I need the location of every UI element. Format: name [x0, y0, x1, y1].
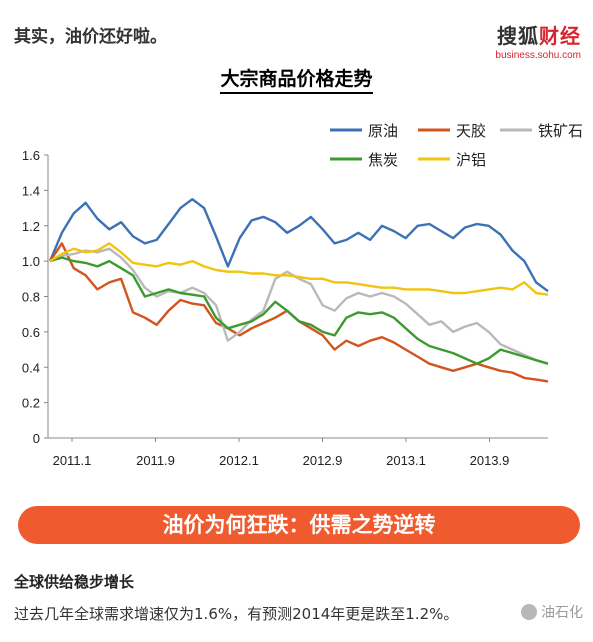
x-tick-label: 2012.1 — [219, 453, 259, 468]
wechat-icon — [521, 604, 537, 620]
legend-label: 焦炭 — [368, 151, 398, 169]
x-tick-label: 2011.9 — [136, 453, 175, 468]
legend-label: 天胶 — [456, 122, 486, 140]
x-tick-label: 2013.1 — [386, 453, 426, 468]
x-tick-label: 2012.9 — [303, 453, 343, 468]
y-tick-label: 0.6 — [22, 325, 40, 340]
paragraph-text: 过去几年全球需求增速仅为1.6%，有预测2014年更是跌至1.2%。 — [14, 605, 459, 623]
legend-label: 原油 — [368, 122, 398, 140]
series-line-1 — [48, 197, 549, 293]
y-tick-label: 0.8 — [22, 290, 40, 305]
legend-label: 铁矿石 — [538, 122, 583, 140]
x-tick-label: 2011.1 — [53, 453, 92, 468]
y-tick-label: 1.6 — [22, 148, 40, 163]
series-line-4 — [49, 256, 549, 365]
series-line-5 — [49, 242, 549, 296]
series-line-2 — [49, 242, 549, 383]
y-tick-label: 1.2 — [22, 219, 40, 234]
legend-label: 沪铝 — [456, 151, 486, 169]
y-tick-label: 0.2 — [22, 396, 40, 411]
chart-title: 大宗商品价格走势 — [220, 68, 373, 94]
section-banner: 油价为何狂跌：供需之势逆转 — [18, 506, 580, 544]
series-line-3 — [49, 247, 549, 365]
y-tick-label: 1.0 — [22, 254, 40, 269]
commodity-line-chart: 1.6 1.4 1.2 1.0 0.8 0.6 0.4 0.2 0 2011.1 2011.9 20… — [22, 122, 583, 468]
section-title: 全球供给稳步增长 — [14, 573, 135, 591]
watermark-text: 油石化 — [541, 605, 583, 621]
y-tick-label: 0 — [33, 431, 40, 446]
logo-url: business.sohu.com — [495, 50, 581, 61]
sohu-business-logo: 搜狐财经 business.sohu.com — [495, 24, 581, 61]
y-tick-label: 1.4 — [22, 183, 40, 198]
intro-text: 其实，油价还好啦。 — [14, 27, 167, 47]
y-tick-label: 0.4 — [22, 360, 40, 375]
chart-title-wrap: 大宗商品价格走势 — [0, 64, 593, 94]
watermark: 油石化 — [521, 602, 583, 622]
x-tick-label: 2013.9 — [470, 453, 510, 468]
